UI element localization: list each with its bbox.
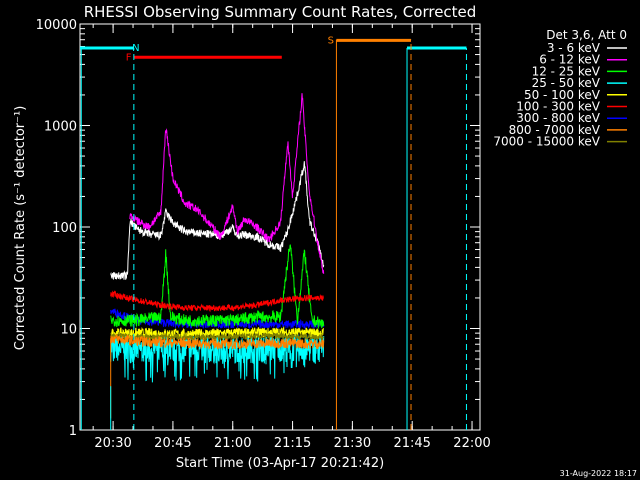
legend-label-8: 7000 - 15000 keV [493, 135, 600, 149]
y-tick-label: 1 [69, 424, 77, 439]
flag-label-flare: F [126, 52, 132, 63]
legend-label-0: 3 - 6 keV [547, 41, 601, 55]
y-tick-label: 10000 [36, 18, 77, 33]
y-tick-label: 1000 [44, 120, 77, 135]
flag-label-night: N [132, 43, 139, 54]
legend-label-2: 12 - 25 keV [532, 64, 601, 78]
series-line-2 [110, 244, 325, 329]
legend-header: Det 3,6, Att 0 [546, 28, 627, 42]
x-tick-label: 21:15 [274, 436, 311, 451]
legend-label-6: 300 - 800 keV [516, 111, 600, 125]
series-line-8 [110, 331, 325, 342]
series-line-0 [110, 161, 325, 281]
legend-label-3: 25 - 50 keV [532, 76, 601, 90]
y-tick-label: 10 [60, 323, 77, 338]
flag-label-saa: S [328, 35, 334, 46]
chart-title: RHESSI Observing Summary Count Rates, Co… [84, 3, 477, 21]
x-tick-label: 22:00 [453, 436, 490, 451]
x-tick-label: 20:45 [154, 436, 191, 451]
x-tick-label: 20:30 [94, 436, 131, 451]
x-tick-label: 21:30 [334, 436, 371, 451]
legend-label-1: 6 - 12 keV [539, 53, 601, 67]
legend-label-4: 50 - 100 keV [524, 88, 601, 102]
y-axis-label: Corrected Count Rate (s⁻¹ detector⁻¹) [13, 106, 28, 351]
y-tick-label: 100 [52, 221, 77, 236]
x-tick-label: 21:00 [214, 436, 251, 451]
series-line-5 [110, 290, 325, 313]
series-line-4 [110, 325, 325, 340]
timestamp: 31-Aug-2022 18:17 [560, 469, 637, 478]
series-line-7 [110, 334, 325, 350]
series-line-1 [129, 93, 325, 274]
x-axis-label: Start Time (03-Apr-17 20:21:42) [176, 456, 384, 471]
legend-label-7: 800 - 7000 keV [509, 123, 601, 137]
legend-label-5: 100 - 300 keV [516, 100, 600, 114]
x-tick-label: 21:45 [393, 436, 430, 451]
plot-frame [79, 23, 481, 431]
